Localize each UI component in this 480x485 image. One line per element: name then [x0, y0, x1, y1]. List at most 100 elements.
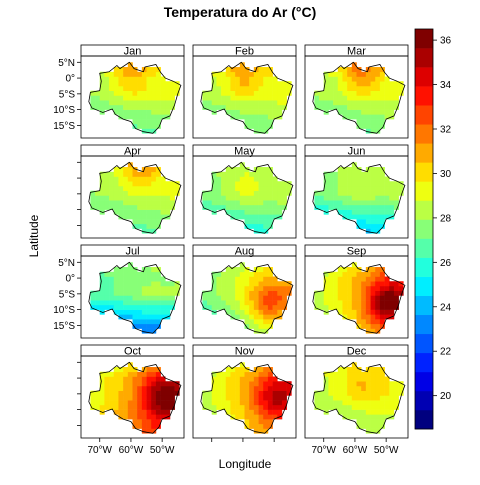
heatmap-cell: [155, 176, 161, 182]
heatmap-cell: [272, 385, 278, 391]
heatmap-cell: [221, 295, 227, 301]
heatmap-cell: [361, 404, 367, 410]
colorbar-segment: [415, 67, 433, 87]
heatmap-cell: [151, 304, 157, 310]
heatmap-cell: [104, 404, 110, 410]
heatmap-cell: [146, 323, 152, 329]
heatmap-cell: [365, 400, 371, 406]
heatmap-cell: [235, 395, 241, 401]
heatmap-cell: [337, 85, 343, 91]
heatmap-cell: [263, 71, 269, 77]
heatmap-cell: [146, 271, 152, 277]
heatmap-cell: [281, 395, 287, 401]
heatmap-cell: [141, 90, 147, 96]
heatmap-cell: [370, 85, 376, 91]
heatmap-cell: [272, 109, 278, 115]
heatmap-cell: [244, 295, 250, 301]
heatmap-cell: [235, 367, 241, 373]
heatmap-cell: [90, 295, 96, 301]
heatmap-cell: [211, 371, 217, 377]
heatmap-cell: [146, 381, 152, 387]
heatmap-cell: [169, 285, 175, 291]
heatmap-cell: [244, 381, 250, 387]
heatmap-cell: [211, 200, 217, 206]
heatmap-cell: [263, 371, 269, 377]
heatmap-cell: [244, 304, 250, 310]
heatmap-cell: [375, 195, 381, 201]
heatmap-cell: [263, 167, 269, 173]
colorbar-tick-label: 28: [440, 213, 452, 224]
heatmap-cell: [393, 404, 399, 410]
heatmap-cell: [365, 304, 371, 310]
panel-title-nov: Nov: [235, 346, 255, 358]
heatmap-cell: [113, 200, 119, 206]
heatmap-cell: [286, 385, 292, 391]
heatmap-cell: [244, 176, 250, 182]
heatmap-cell: [216, 304, 222, 310]
heatmap-cell: [337, 76, 343, 82]
heatmap-cell: [319, 95, 325, 101]
heatmap-cell: [342, 390, 348, 396]
heatmap-cell: [141, 214, 147, 220]
heatmap-cell: [230, 290, 236, 296]
heatmap-cell: [151, 328, 157, 334]
heatmap-cell: [141, 390, 147, 396]
heatmap-cell: [146, 367, 152, 373]
heatmap-cell: [123, 414, 129, 420]
heatmap-cell: [118, 195, 124, 201]
heatmap-cell: [109, 76, 115, 82]
heatmap-cell: [235, 285, 241, 291]
panel-sep: Sep: [304, 244, 409, 339]
heatmap-cell: [225, 95, 231, 101]
heatmap-cell: [230, 114, 236, 120]
heatmap-cell: [379, 371, 385, 377]
heatmap-cell: [225, 176, 231, 182]
heatmap-cell: [141, 295, 147, 301]
heatmap-cell: [137, 381, 143, 387]
heatmap-cell: [337, 104, 343, 110]
heatmap-cell: [113, 285, 119, 291]
heatmap-cell: [384, 85, 390, 91]
heatmap-cell: [337, 304, 343, 310]
heatmap-cell: [118, 209, 124, 215]
heatmap-cell: [141, 176, 147, 182]
heatmap-cell: [174, 90, 180, 96]
heatmap-cell: [207, 300, 213, 306]
heatmap-cell: [160, 214, 166, 220]
heatmap-cell: [365, 195, 371, 201]
heatmap-cell: [337, 267, 343, 273]
heatmap-cell: [165, 195, 171, 201]
heatmap-cell: [351, 309, 357, 315]
heatmap-cell: [151, 67, 157, 73]
region-outline: [312, 361, 406, 434]
heatmap-cell: [113, 271, 119, 277]
heatmap-cell: [258, 119, 264, 125]
heatmap-cell: [370, 400, 376, 406]
heatmap-cell: [272, 114, 278, 120]
heatmap-cell: [249, 304, 255, 310]
heatmap-cell: [104, 295, 110, 301]
heatmap-cell: [267, 67, 273, 73]
heatmap-cell: [123, 285, 129, 291]
heatmap-cell: [263, 414, 269, 420]
heatmap-cell: [253, 109, 259, 115]
heatmap-cell: [118, 167, 124, 173]
heatmap-cell: [211, 295, 217, 301]
heatmap-cell: [104, 171, 110, 177]
heatmap-cell: [155, 314, 161, 320]
heatmap-cell: [267, 390, 273, 396]
heatmap-cell: [99, 95, 105, 101]
heatmap-cell: [351, 395, 357, 401]
heatmap-cell: [132, 67, 138, 73]
heatmap-cell: [351, 314, 357, 320]
colorbar-segment: [415, 124, 433, 144]
heatmap-cell: [118, 371, 124, 377]
heatmap-cell: [263, 119, 269, 125]
heatmap-cell: [342, 404, 348, 410]
heatmap-cell: [361, 176, 367, 182]
heatmap-cell: [230, 304, 236, 310]
heatmap-cell: [151, 200, 157, 206]
heatmap-cell: [319, 395, 325, 401]
heatmap-cell: [272, 300, 278, 306]
heatmap-cell: [384, 109, 390, 115]
